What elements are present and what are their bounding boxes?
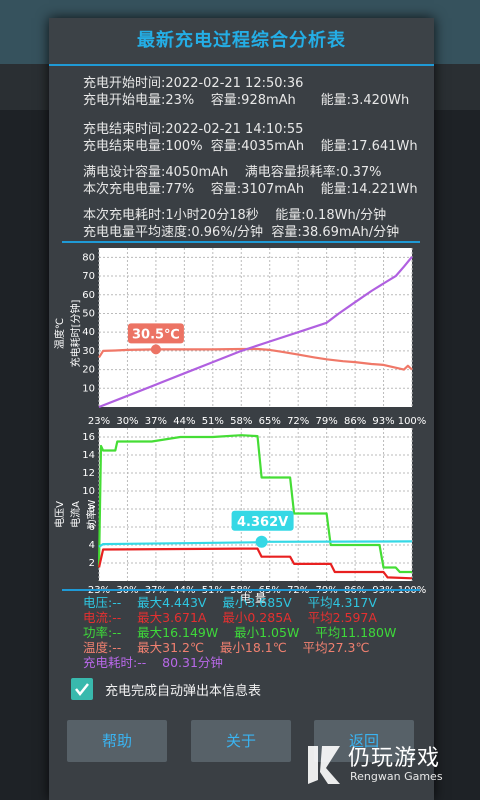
separator-bottom xyxy=(62,589,420,591)
watermark-logo-icon xyxy=(308,746,340,784)
x-axis-label: 电量 xyxy=(240,592,270,605)
stat-temperature: 温度:-- 最大31.2℃ 最小18.1℃ 平均27.3℃ xyxy=(83,640,370,655)
stat-voltage: 电压:-- 最大4.443V 最小3.685V 平均4.317V xyxy=(83,595,377,610)
charts-svg: 23% 30% 37% 44% 51% 58% 65% 72% 79% 86% 93% 100% 10 2… xyxy=(53,248,427,605)
y-tick-label: 14 xyxy=(82,450,95,461)
y-tick-label: 10 xyxy=(82,486,95,497)
charge-duration: 本次充电耗时:1小时20分18秒 能量:0.18Wh/分钟 xyxy=(83,208,387,223)
watermark-subtitle: Rengwan Games xyxy=(350,770,443,783)
y-tick-label: 6 xyxy=(89,522,95,533)
x-tick-label: 65% xyxy=(259,416,281,427)
stat-current: 电流:-- 最大3.671A 最小0.285A 平均2.597A xyxy=(83,610,377,625)
x-tick-label: 79% xyxy=(316,416,338,427)
voltage-annotation-box xyxy=(231,510,294,531)
charts-area: 23% 30% 37% 44% 51% 58% 65% 72% 79% 86% 93% 100% 10 2… xyxy=(49,246,434,606)
y-tick-label: 4 xyxy=(89,540,95,551)
check-icon xyxy=(75,683,89,697)
y-tick-label: 70 xyxy=(82,271,95,282)
plot-background-1 xyxy=(99,428,412,581)
x-tick-label: 100% xyxy=(398,416,427,427)
end-level: 充电结束电量:100% 容量:4035mAh 能量:17.641Wh xyxy=(83,139,418,154)
charge-avg-speed: 充电电量平均速度:0.96%/分钟 容量:38.69mAh/分钟 xyxy=(83,225,400,240)
y-tick-label: 8 xyxy=(89,504,95,515)
series-line-1-2 xyxy=(97,547,413,580)
charge-analysis-dialog: 最新充电过程综合分析表 充电开始时间:2022-02-21 12:50:36 充… xyxy=(49,18,434,800)
x-tick-label: 72% xyxy=(287,416,309,427)
dialog-title: 最新充电过程综合分析表 xyxy=(49,18,434,66)
x-tick-label: 58% xyxy=(230,416,252,427)
start-time: 充电开始时间:2022-02-21 12:50:36 xyxy=(83,76,304,91)
x-tick-label: 30% xyxy=(116,416,138,427)
about-button[interactable]: 关于 xyxy=(191,720,291,762)
y-tick-label: 80 xyxy=(82,252,95,263)
x-tick-label: 44% xyxy=(173,416,195,427)
x-tick-label: 93% xyxy=(372,416,394,427)
y-tick-label: 30 xyxy=(82,346,95,357)
y-tick-label: 20 xyxy=(82,365,95,376)
design-capacity: 满电设计容量:4050mAh 满电容量损耗率:0.37% xyxy=(83,165,382,180)
y-axis-label: 充电耗时[分钟] xyxy=(69,300,82,368)
x-tick-label: 23% xyxy=(88,416,110,427)
series-line-0-1 xyxy=(98,256,413,409)
y-tick-label: 12 xyxy=(82,468,95,479)
x-tick-label: 86% xyxy=(344,416,366,427)
start-level: 充电开始电量:23% 容量:928mAh 能量:3.420Wh xyxy=(83,93,410,108)
series-line-0-0 xyxy=(98,347,413,371)
watermark: 仍玩游戏 Rengwan Games xyxy=(300,738,470,792)
temp-marker xyxy=(150,344,161,355)
stat-charge-time: 充电耗时:-- 80.31分钟 xyxy=(83,655,223,670)
x-tick-label: 51% xyxy=(202,416,224,427)
y-tick-label: 60 xyxy=(82,290,95,301)
y-axis-label: 电流A xyxy=(69,501,82,528)
y-tick-label: 40 xyxy=(82,327,95,338)
voltage-marker xyxy=(255,535,268,548)
temp-annotation-box xyxy=(127,323,184,344)
y-axis-label: 功率W xyxy=(85,499,98,529)
x-tick-label: 37% xyxy=(145,416,167,427)
auto-popup-checkbox[interactable] xyxy=(71,678,93,700)
y-tick-label: 10 xyxy=(82,383,95,394)
auto-popup-label: 充电完成自动弹出本信息表 xyxy=(105,684,262,699)
series-line-1-0 xyxy=(97,434,412,574)
this-charge: 本次充电电量:77% 容量:3107mAh 能量:14.221Wh xyxy=(83,182,418,197)
y-tick-label: 50 xyxy=(82,308,95,319)
y-tick-label: 2 xyxy=(89,558,95,569)
voltage-annotation-label: 4.362V xyxy=(237,515,288,530)
temp-annotation-label: 30.5℃ xyxy=(132,327,180,342)
stat-power: 功率:-- 最大16.149W 最小1.05W 平均11.180W xyxy=(83,625,397,640)
end-time: 充电结束时间:2022-02-21 14:10:55 xyxy=(83,122,304,137)
help-button[interactable]: 帮助 xyxy=(67,720,167,762)
series-line-1-1 xyxy=(98,540,413,548)
watermark-title: 仍玩游戏 xyxy=(348,746,441,771)
separator-top xyxy=(62,241,420,243)
y-tick-label: 16 xyxy=(82,432,95,443)
y-axis-label: 温度℃ xyxy=(53,318,66,349)
y-axis-label: 电压V xyxy=(53,501,66,528)
